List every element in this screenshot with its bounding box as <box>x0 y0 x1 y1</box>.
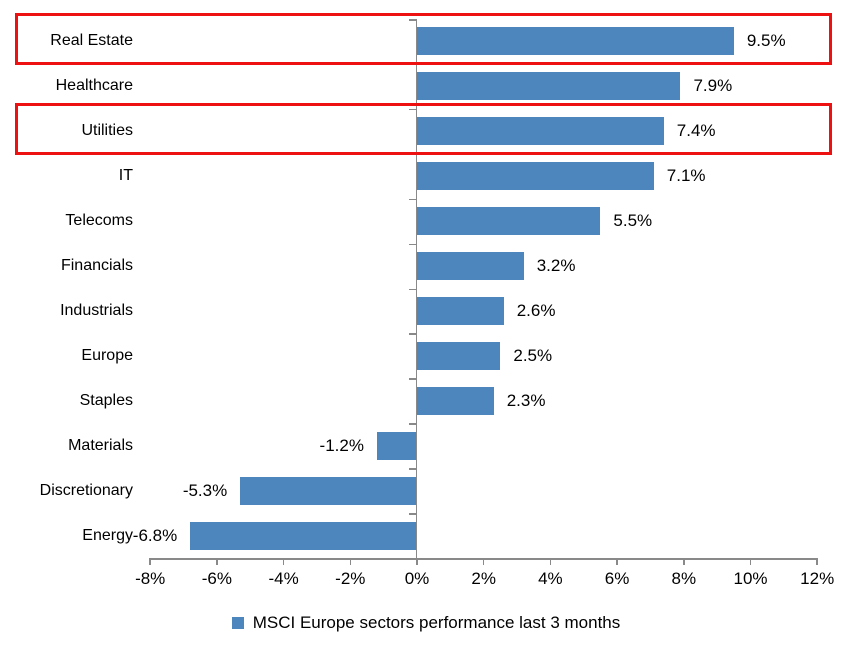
value-axis-tick-label: 12% <box>800 569 835 588</box>
category-axis-tick <box>408 513 416 515</box>
category-label-it: IT <box>118 167 133 185</box>
value-axis-tick <box>482 558 485 565</box>
value-label-financials: 3.2% <box>536 256 576 276</box>
value-axis-tick-label: 10% <box>733 569 768 588</box>
value-label-discretionary: -5.3% <box>182 480 228 500</box>
value-axis-tick <box>416 558 418 565</box>
value-axis-tick <box>149 558 151 565</box>
category-label-telecoms: Telecoms <box>65 212 133 230</box>
value-axis-tick <box>349 558 352 565</box>
value-axis-tick <box>816 558 818 565</box>
value-axis-tick <box>216 558 218 565</box>
category-label-industrials: Industrials <box>60 301 133 319</box>
category-axis-tick <box>408 423 416 425</box>
value-label-staples: 2.3% <box>506 390 546 410</box>
highlight-box-real-estate <box>15 13 832 65</box>
category-axis-tick <box>408 288 416 290</box>
category-axis-tick <box>408 243 416 246</box>
bar-staples <box>417 386 494 415</box>
value-axis-tick <box>683 558 685 565</box>
category-axis-tick <box>408 108 416 111</box>
bar-real-estate <box>417 27 734 56</box>
value-axis-tick <box>549 558 552 565</box>
legend-label: MSCI Europe sectors performance last 3 m… <box>252 613 621 632</box>
bar-europe <box>417 341 501 370</box>
value-axis-tick-label: -8% <box>135 569 166 588</box>
value-label-industrials: 2.6% <box>516 300 556 320</box>
category-label-financials: Financials <box>60 257 133 275</box>
value-label-materials: -1.2% <box>319 435 364 455</box>
category-axis-tick <box>408 468 416 470</box>
category-label-discretionary: Discretionary <box>39 481 133 499</box>
bar-it <box>417 162 654 191</box>
category-label-staples: Staples <box>79 391 133 409</box>
value-axis-tick-label: 2% <box>471 569 496 588</box>
value-axis-tick <box>282 558 285 565</box>
value-axis-tick-label: -6% <box>201 569 232 588</box>
value-label-energy: -6.8% <box>132 525 178 545</box>
category-label-materials: Materials <box>68 436 133 454</box>
value-axis-tick-label: -4% <box>268 569 299 588</box>
value-axis-tick-label: 8% <box>671 569 697 588</box>
legend-swatch <box>231 617 244 629</box>
bar-telecoms <box>417 207 601 236</box>
value-axis-tick <box>616 558 618 565</box>
value-label-telecoms: 5.5% <box>613 211 653 231</box>
category-axis-line <box>415 19 417 565</box>
bar-materials <box>376 431 417 460</box>
legend: MSCI Europe sectors performance last 3 m… <box>0 610 852 636</box>
category-label-utilities: Utilities <box>81 122 133 140</box>
bar-energy <box>190 521 417 550</box>
value-axis-tick <box>749 558 752 565</box>
bar-financials <box>417 252 524 281</box>
value-label-it: 7.1% <box>666 166 706 186</box>
highlight-box-utilities <box>15 102 832 155</box>
bar-healthcare <box>417 72 681 101</box>
category-axis-tick <box>408 198 416 201</box>
bar-utilities <box>417 117 664 146</box>
value-label-europe: 2.5% <box>513 345 553 365</box>
category-label-healthcare: Healthcare <box>55 77 133 95</box>
category-label-energy: Energy <box>82 526 133 544</box>
bar-discretionary <box>240 476 417 505</box>
value-axis-tick-label: 6% <box>604 569 630 588</box>
category-label-europe: Europe <box>81 346 133 364</box>
value-axis-tick-label: -2% <box>335 569 366 588</box>
category-label-real-estate: Real Estate <box>50 32 133 50</box>
category-axis-tick <box>408 19 416 21</box>
value-axis-tick-label: 0% <box>404 569 430 588</box>
value-label-healthcare: 7.9% <box>693 76 733 96</box>
category-axis-tick <box>408 333 416 335</box>
bar-industrials <box>417 296 504 325</box>
category-axis-tick <box>408 378 416 380</box>
value-label-real-estate: 9.5% <box>746 31 786 51</box>
value-label-utilities: 7.4% <box>676 121 716 141</box>
value-axis-tick-label: 4% <box>538 569 563 588</box>
